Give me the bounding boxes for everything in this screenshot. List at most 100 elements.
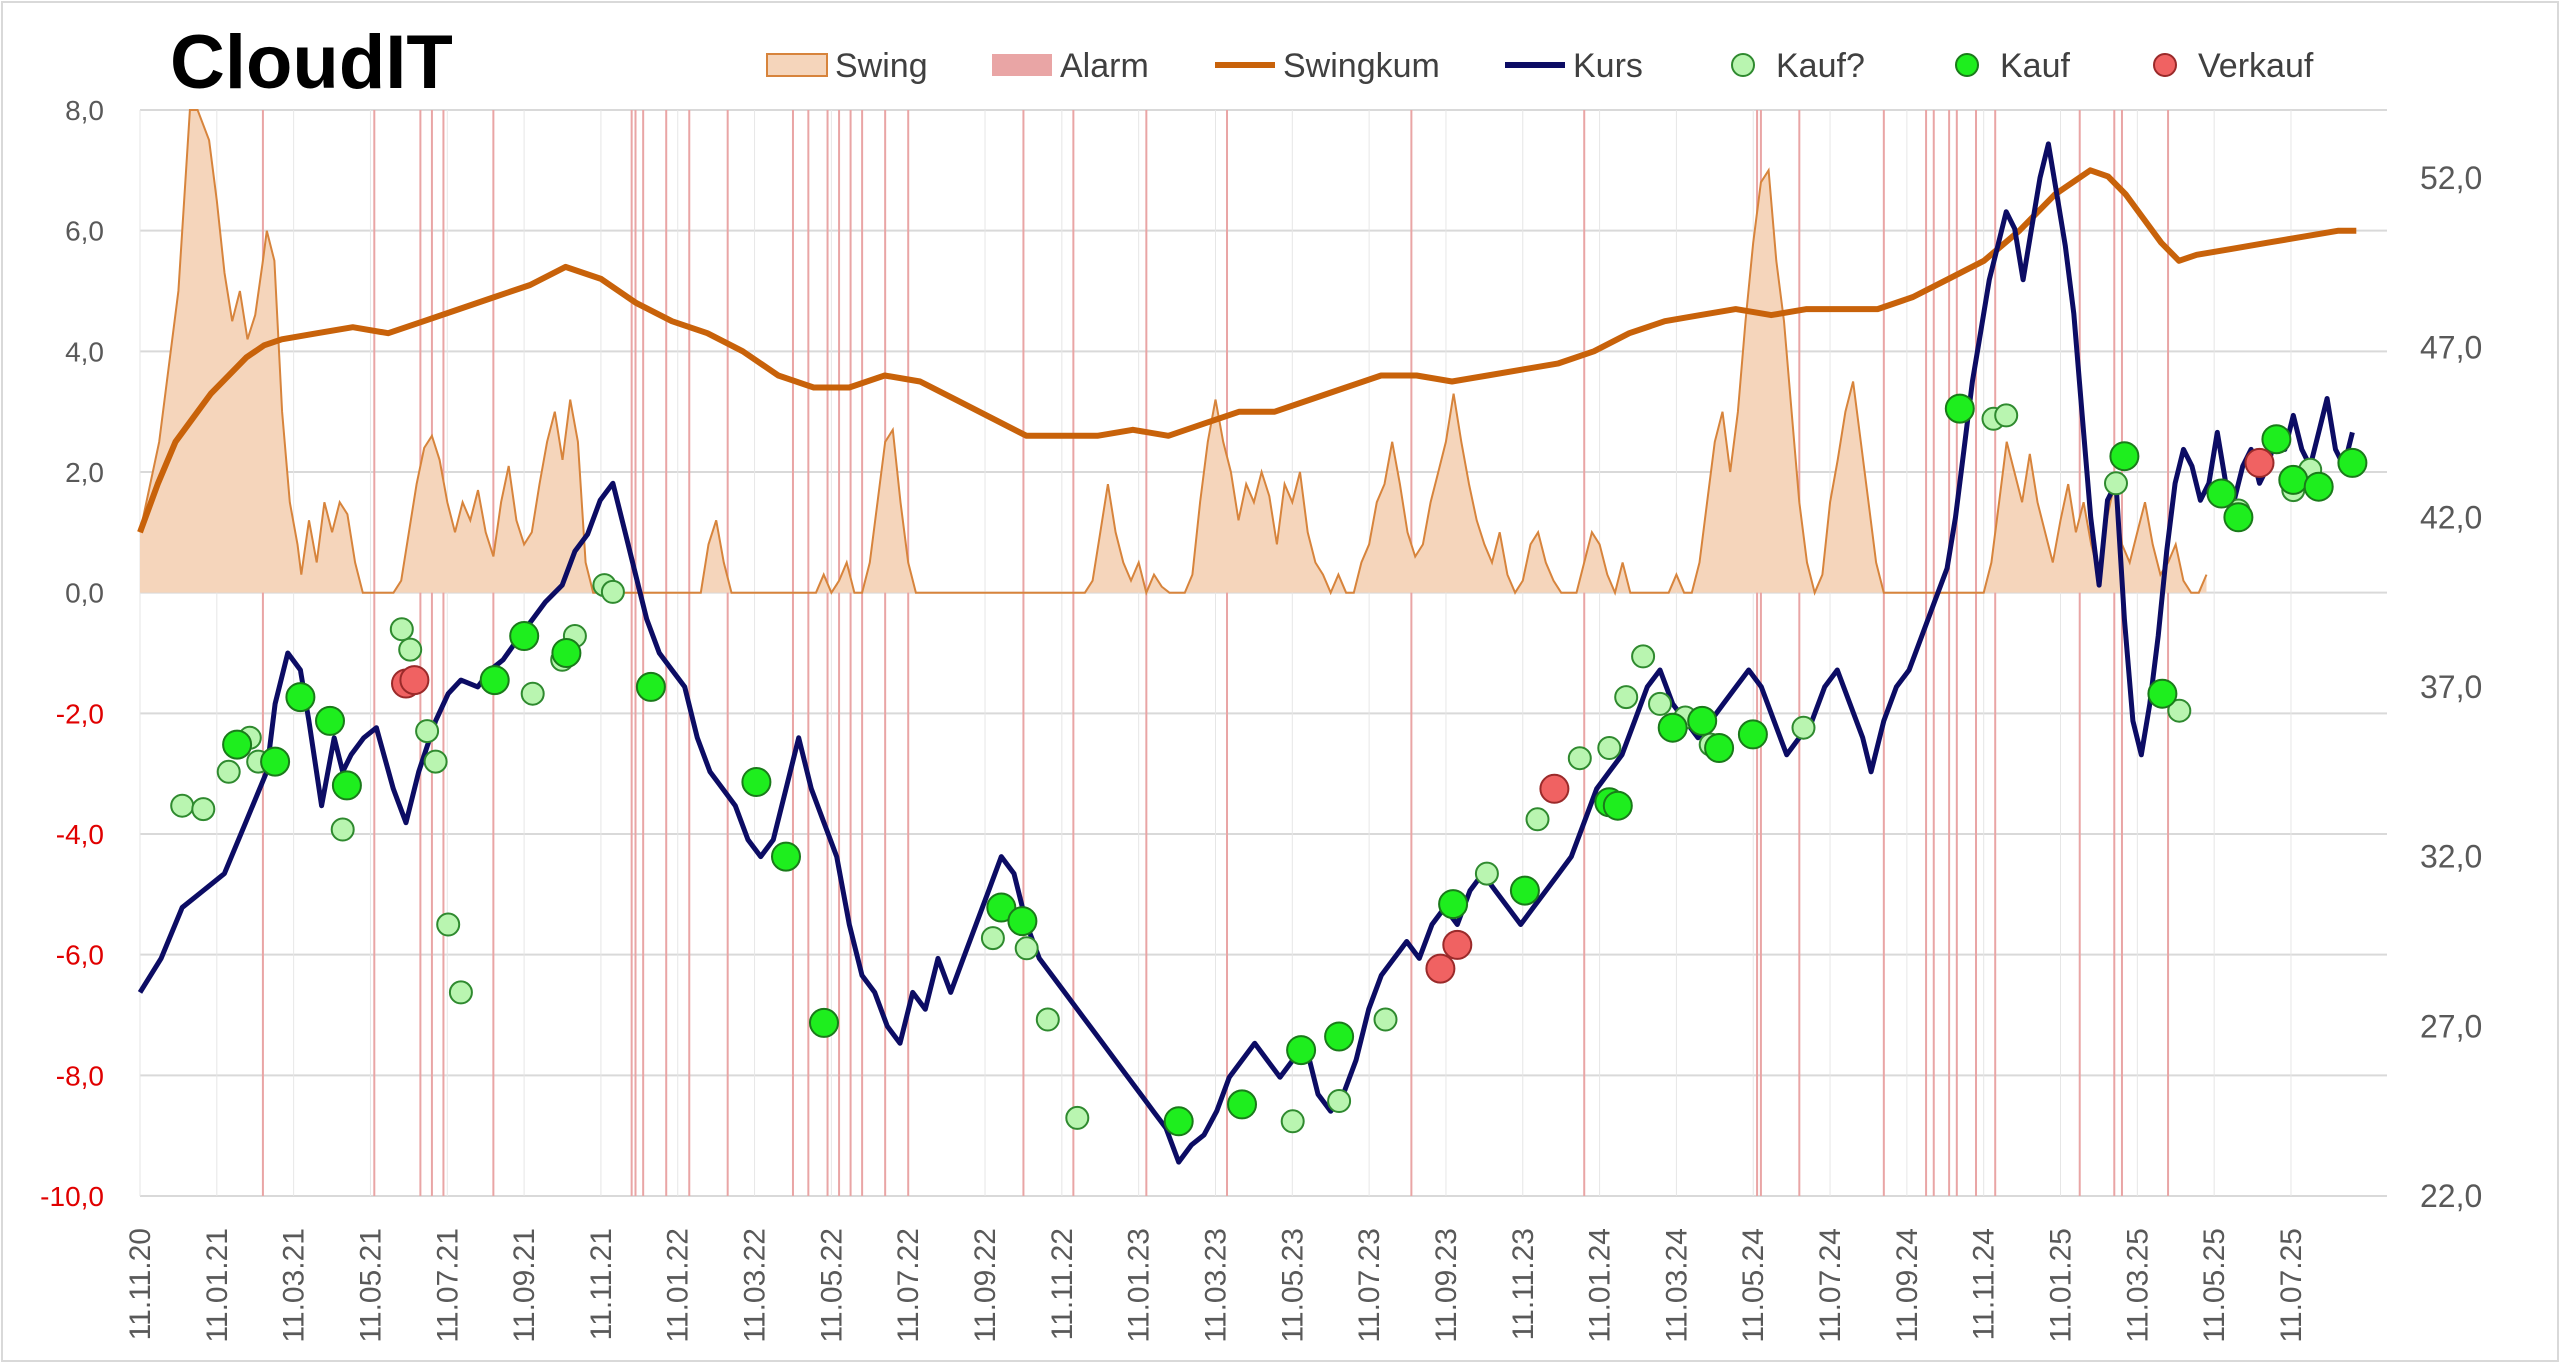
marker-kauf-fragezeichen [1373,1007,1398,1032]
legend-label: Kauf? [1776,47,1865,85]
y-right-tick-label: 27,0 [2420,1008,2482,1044]
swingkum-line [137,167,2357,534]
y-left-tick-label: 2,0 [65,457,104,488]
x-tick-label: 11.11.20 [124,1228,157,1340]
x-tick-label: 11.07.21 [431,1228,464,1343]
x-tick-label: 11.05.23 [1276,1228,1309,1343]
marker-kauf-fragezeichen [1035,1007,1060,1032]
y-left-tick-label: -6,0 [56,940,104,971]
x-tick-label: 11.01.21 [201,1228,234,1343]
marker-kauf [479,665,510,696]
marker-kauf [1737,719,1768,750]
marker-kauf [1227,1089,1257,1120]
kurs-line [137,141,2355,1165]
x-tick-label: 11.03.22 [739,1228,772,1343]
marker-kauf [551,638,582,668]
x-tick-label: 11.09.23 [1430,1228,1463,1343]
marker-kauf [741,767,772,797]
marker-kauf [1704,733,1735,763]
x-tick-label: 11.01.25 [2045,1228,2078,1343]
marker-kauf [2337,447,2368,478]
y-left-tick-label: -4,0 [56,819,104,850]
x-tick-label: 11.03.25 [2121,1228,2154,1343]
swingkum-path [137,167,2357,534]
x-tick-label: 11.11.22 [1046,1228,1079,1340]
x-tick-label: 11.01.22 [662,1228,695,1343]
marker-kauf [2278,464,2309,495]
marker-kauf-fragezeichen [1280,1109,1305,1134]
marker-verkauf [1425,953,1456,984]
marker-kauf-fragezeichen [1631,644,1656,669]
legend-label: Kurs [1573,47,1643,85]
marker-kauf [2261,424,2292,455]
x-tick-label: 11.11.23 [1507,1228,1540,1340]
x-tick-label: 11.07.24 [1814,1228,1847,1343]
marker-kauf-fragezeichen [1994,403,2019,428]
y-left-tick-label: 6,0 [65,216,104,247]
marker-kauf [986,892,1017,923]
marker-kauf-fragezeichen [1474,861,1499,886]
marker-kauf-fragezeichen [980,926,1005,951]
marker-kauf [222,729,253,760]
marker-kauf-fragezeichen [170,793,195,818]
x-tick-label: 11.07.25 [2275,1228,2308,1343]
marker-kauf [2223,502,2254,533]
y-left-tick-label: 0,0 [65,578,104,609]
y-right-tick-label: 37,0 [2420,669,2482,705]
x-tick-label: 11.03.24 [1660,1228,1693,1343]
marker-kauf-fragezeichen [389,617,414,642]
marker-kauf [1602,790,1633,821]
y-axis-left: 8,0 6,0 4,0 2,0 0,0 -2,0 -4,0 -6,0 -8,0 -10,0 [40,95,104,1212]
marker-kauf-fragezeichen [1597,736,1622,760]
legend-label: Swing [835,47,928,85]
swing-fill [140,110,2207,593]
signal-markers [170,393,2368,1137]
marker-kauf [2109,441,2140,472]
marker-kauf-fragezeichen [436,912,461,937]
marker-kauf-fragezeichen [1065,1105,1090,1130]
kurs-path [137,141,2355,1165]
x-tick-label: 11.09.21 [508,1228,541,1343]
y-right-tick-label: 42,0 [2420,499,2482,535]
x-axis: 11.11.20 11.01.21 11.03.21 11.05.21 11.07.21… [124,1228,2308,1343]
marker-kauf-fragezeichen [2167,698,2192,723]
swing-area [139,109,2208,596]
legend-label: Kauf [2000,47,2070,85]
y-left-tick-label: -10,0 [40,1181,104,1212]
marker-kauf [509,621,540,651]
marker-kauf-fragezeichen [191,797,216,822]
x-tick-label: 11.11.24 [1968,1228,2001,1340]
marker-kauf [285,682,316,713]
chart-title: CloudIT [170,20,453,105]
y-left-tick-label: 8,0 [65,95,104,126]
marker-kauf [1007,906,1038,937]
marker-kauf [1438,889,1469,920]
marker-verkauf [399,665,430,696]
marker-kauf-fragezeichen [520,681,545,706]
x-tick-label: 11.05.21 [355,1228,388,1343]
marker-kauf [1163,1106,1194,1137]
marker-kauf [1286,1035,1317,1066]
marker-kauf [2147,678,2178,709]
marker-kauf-fragezeichen [1525,807,1550,832]
marker-kauf-fragezeichen [415,719,440,744]
x-tick-label: 11.11.21 [585,1228,618,1340]
x-tick-label: 11.05.25 [2198,1228,2231,1343]
legend-label: Swingkum [1283,47,1440,85]
x-tick-label: 11.03.21 [278,1228,311,1343]
marker-kauf-fragezeichen [1614,685,1639,710]
marker-kauf-fragezeichen [398,637,423,662]
marker-kauf-fragezeichen [448,980,473,1005]
marker-kauf [1687,705,1718,736]
marker-kauf-fragezeichen [2104,471,2128,496]
marker-kauf-fragezeichen [330,817,355,842]
marker-kauf [1509,875,1540,906]
legend-swatch [992,54,1052,76]
x-tick-label: 11.07.23 [1353,1228,1386,1343]
marker-kauf-fragezeichen [1327,1089,1352,1113]
legend: Swing Alarm Swingkum Kurs Kauf? Kauf Verkauf [766,47,2314,85]
legend-swatch [766,53,828,77]
legend-label: Verkauf [2198,47,2314,85]
